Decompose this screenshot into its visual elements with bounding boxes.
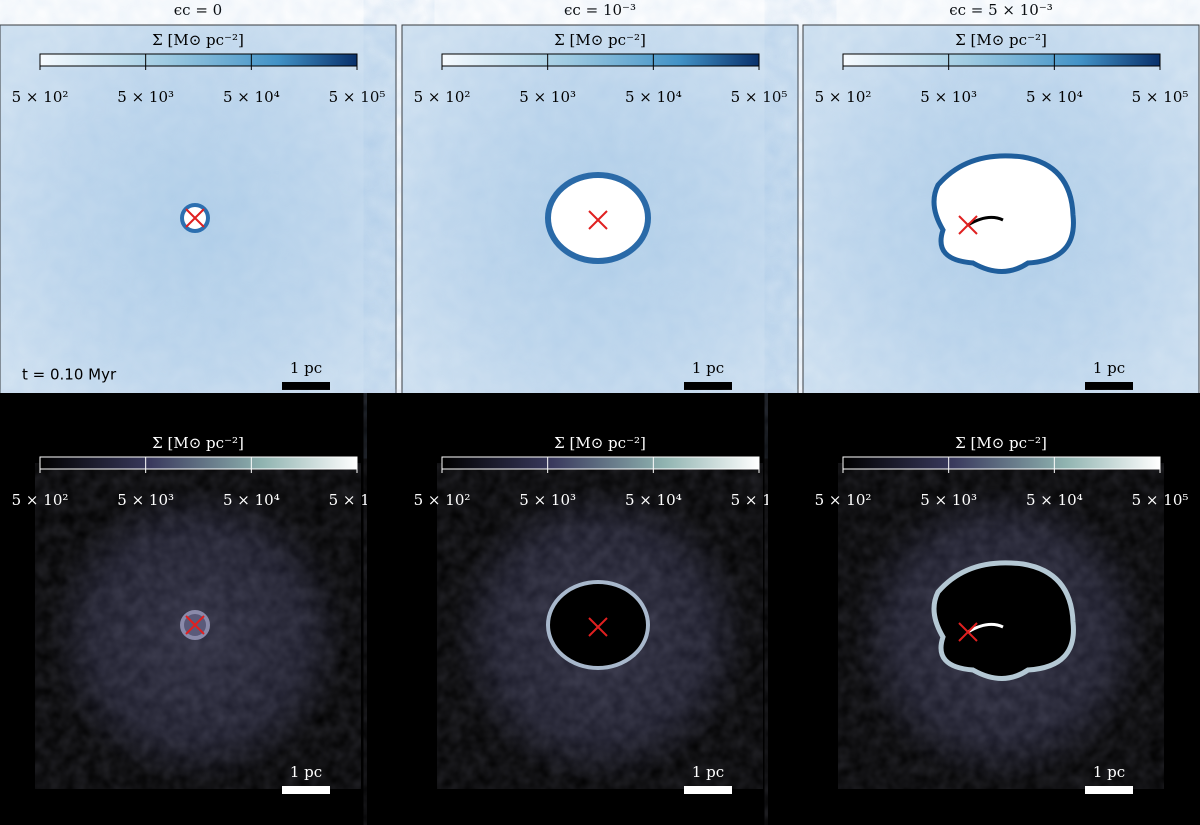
colorbar-tick-label: 5 × 10⁴	[625, 491, 682, 509]
cavity	[546, 580, 650, 670]
colorbar-tick-label: 5 × 10⁴	[625, 88, 682, 106]
column-title: ϵc = 5 × 10⁻³	[949, 1, 1053, 19]
cavity	[931, 560, 1076, 681]
colorbar-tick-label: 5 × 10²	[414, 491, 471, 509]
edge-mask	[768, 393, 1200, 825]
trajectory	[967, 215, 1004, 227]
sink-marker	[185, 615, 205, 635]
sink-marker	[185, 208, 205, 228]
colorbar-tick-label: 5 × 10⁴	[223, 491, 280, 509]
colorbar-tick-label: 5 × 10³	[519, 491, 576, 509]
colorbar-tick-label: 5 × 10⁴	[1026, 88, 1083, 106]
scale-bar-label: 1 pc	[692, 359, 724, 377]
colorbar-tick-label: 5 × 10⁵	[731, 88, 788, 106]
colorbar-tick-label: 5 × 10³	[117, 491, 174, 509]
colorbar-tick-label: 5 × 10⁵	[1132, 491, 1189, 509]
scale-bar-label: 1 pc	[1093, 359, 1125, 377]
scale-bar-label: 1 pc	[290, 359, 322, 377]
colorbar-tick-label: 5 × 10²	[815, 491, 872, 509]
colorbar	[39, 456, 358, 470]
column-title: ϵc = 10⁻³	[564, 1, 636, 19]
column-title: ϵc = 0	[174, 1, 222, 19]
colorbar-tick-label: 5 × 10³	[117, 88, 174, 106]
colorbar-tick-label: 5 × 10⁵	[329, 88, 386, 106]
scale-bar	[684, 786, 732, 794]
sink-marker	[588, 617, 608, 637]
trajectory	[967, 622, 1004, 634]
colorbar-label: Σ [M⊙ pc⁻²]	[955, 31, 1047, 49]
colorbar	[441, 456, 760, 470]
scale-bar-label: 1 pc	[290, 763, 322, 781]
colorbar-label: Σ [M⊙ pc⁻²]	[955, 434, 1047, 452]
scale-bar	[282, 382, 330, 390]
sink-marker	[958, 622, 978, 642]
colorbar-tick-label: 5 × 10³	[920, 491, 977, 509]
colorbar-tick-label: 5 × 10²	[815, 88, 872, 106]
scale-bar	[684, 382, 732, 390]
scale-bar	[1085, 786, 1133, 794]
time-label: t = 0.10 Myr	[22, 366, 117, 384]
colorbar-label: Σ [M⊙ pc⁻²]	[152, 31, 244, 49]
sink-marker	[958, 215, 978, 235]
colorbar-tick-label: 5 × 10³	[920, 88, 977, 106]
colorbar-label: Σ [M⊙ pc⁻²]	[152, 434, 244, 452]
colorbar	[39, 53, 358, 67]
scale-bar-label: 1 pc	[692, 763, 724, 781]
colorbar-tick-label: 5 × 10⁵	[1132, 88, 1189, 106]
colorbar	[842, 456, 1161, 470]
colorbar-label: Σ [M⊙ pc⁻²]	[554, 434, 646, 452]
colorbar	[441, 53, 760, 67]
colorbar-tick-label: 5 × 10²	[414, 88, 471, 106]
scale-bar	[282, 786, 330, 794]
cavity	[545, 172, 651, 264]
colorbar-tick-label: 5 × 10⁴	[223, 88, 280, 106]
sink-marker	[588, 210, 608, 230]
colorbar-tick-label: 5 × 10²	[12, 491, 69, 509]
colorbar-tick-label: 5 × 10²	[12, 88, 69, 106]
colorbar	[842, 53, 1161, 67]
colorbar-tick-label: 5 × 10³	[519, 88, 576, 106]
cavity	[931, 153, 1076, 274]
colorbar-tick-label: 5 × 10⁴	[1026, 491, 1083, 509]
scale-bar	[1085, 382, 1133, 390]
colorbar-label: Σ [M⊙ pc⁻²]	[554, 31, 646, 49]
scale-bar-label: 1 pc	[1093, 763, 1125, 781]
